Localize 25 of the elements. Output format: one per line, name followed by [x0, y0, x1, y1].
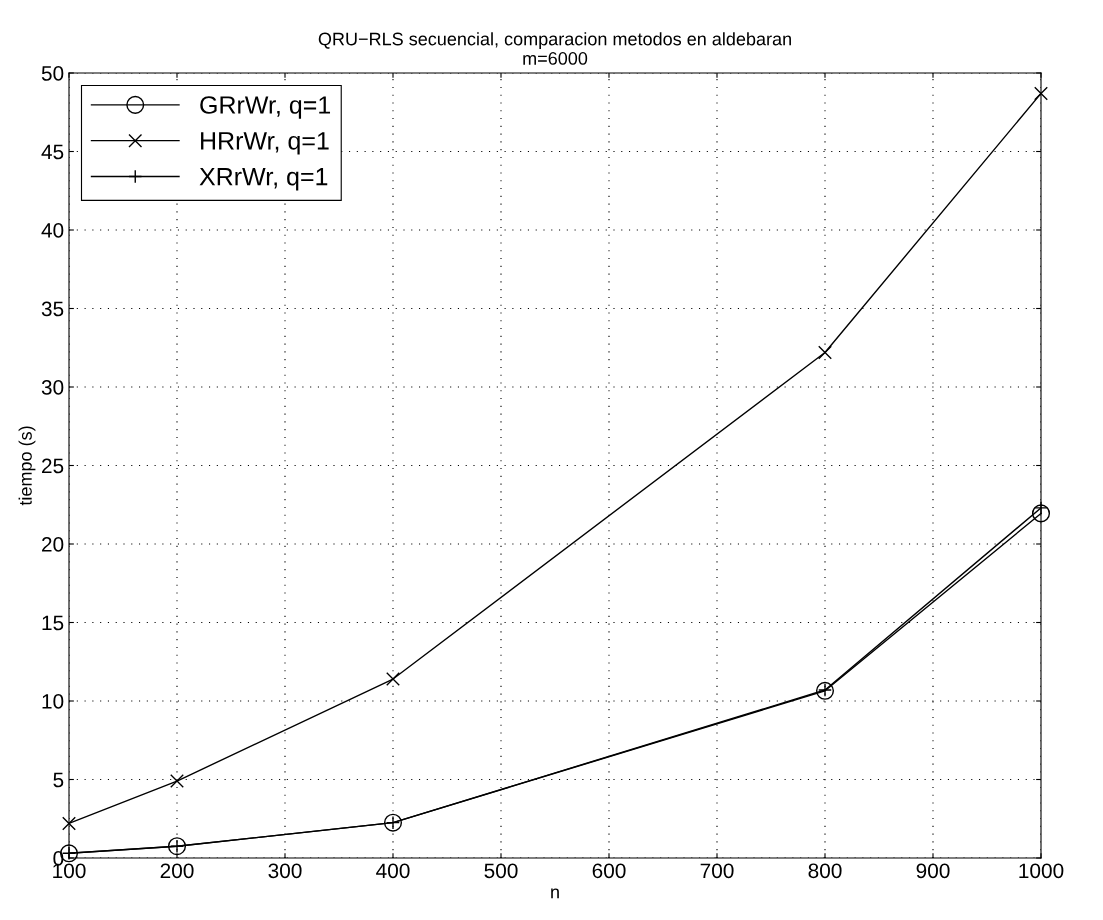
chart-title: QRU−RLS secuencial, comparacion metodos en aldebaran m=6000: [318, 32, 791, 65]
y-tick-label: 10: [42, 694, 64, 709]
y-tick-label: 15: [42, 615, 64, 631]
y-tick-label: 30: [41, 380, 64, 395]
x-tick-label: 200: [160, 863, 194, 879]
y-tick-label: 5: [53, 772, 64, 788]
y-tick-label: 20: [42, 537, 64, 552]
legend-label: HRrWr, q=1: [201, 132, 329, 155]
y-tick-label: 25: [42, 458, 64, 474]
legend-label: XRrWr, q=1: [199, 168, 328, 191]
y-tick-label: 50: [41, 66, 64, 81]
x-tick-label: 400: [376, 863, 410, 879]
y-tick-label: 40: [41, 223, 64, 238]
legend-label: GRrWr, q=1: [200, 96, 331, 119]
x-axis-title: n: [551, 888, 559, 899]
x-tick-label: 700: [700, 863, 734, 879]
x-tick-label: 1000: [1019, 863, 1064, 879]
y-tick-label: 35: [41, 301, 64, 317]
x-tick-label: 500: [484, 863, 518, 879]
y-tick-label: 45: [41, 144, 64, 160]
x-tick-label: 300: [268, 863, 302, 879]
x-tick-label: 600: [592, 863, 626, 879]
y-axis-title: tiempo (s): [18, 426, 36, 506]
x-tick-label: 900: [916, 863, 950, 879]
x-tick-label: 800: [808, 863, 842, 879]
